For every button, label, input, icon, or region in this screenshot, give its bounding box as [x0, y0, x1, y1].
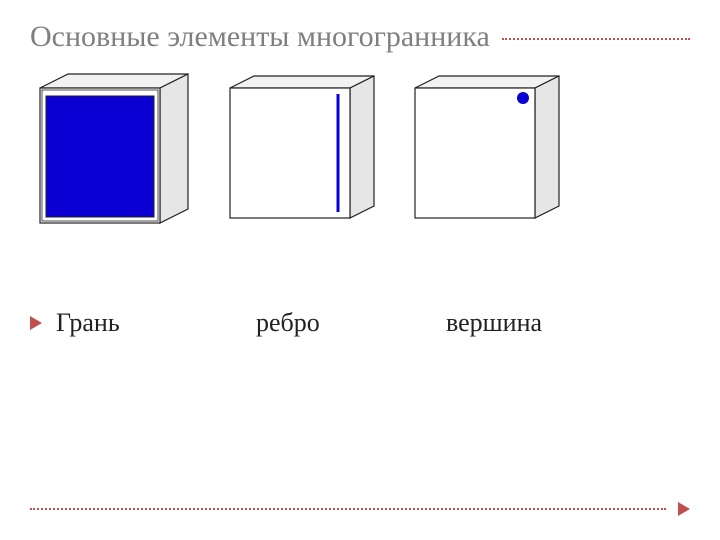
diagrams-row: [30, 68, 690, 228]
cube-side: [160, 74, 188, 223]
label-face: Грань: [56, 308, 256, 338]
cube-side: [535, 76, 559, 218]
cube-side: [350, 76, 374, 218]
slide-title: Основные элементы многогранника: [30, 20, 490, 54]
labels: Грань ребро вершина: [56, 308, 542, 338]
footer: [30, 502, 690, 516]
label-edge: ребро: [256, 308, 446, 338]
vertex-highlight: [517, 92, 529, 104]
labels-row: Грань ребро вершина: [30, 308, 690, 338]
diagram-face: [30, 68, 190, 228]
footer-arrow-icon: [678, 502, 690, 516]
title-row: Основные элементы многогранника: [30, 20, 690, 54]
footer-dotted-line: [30, 508, 666, 510]
slide: Основные элементы многогранника: [0, 0, 720, 540]
diagram-vertex: [405, 68, 560, 223]
title-dotted-line: [502, 38, 690, 40]
label-vertex: вершина: [446, 308, 542, 338]
diagram-edge: [220, 68, 375, 223]
cube-front: [415, 88, 535, 218]
bullet-arrow-icon: [30, 316, 42, 330]
face-highlight: [46, 96, 154, 217]
cube-front: [230, 88, 350, 218]
